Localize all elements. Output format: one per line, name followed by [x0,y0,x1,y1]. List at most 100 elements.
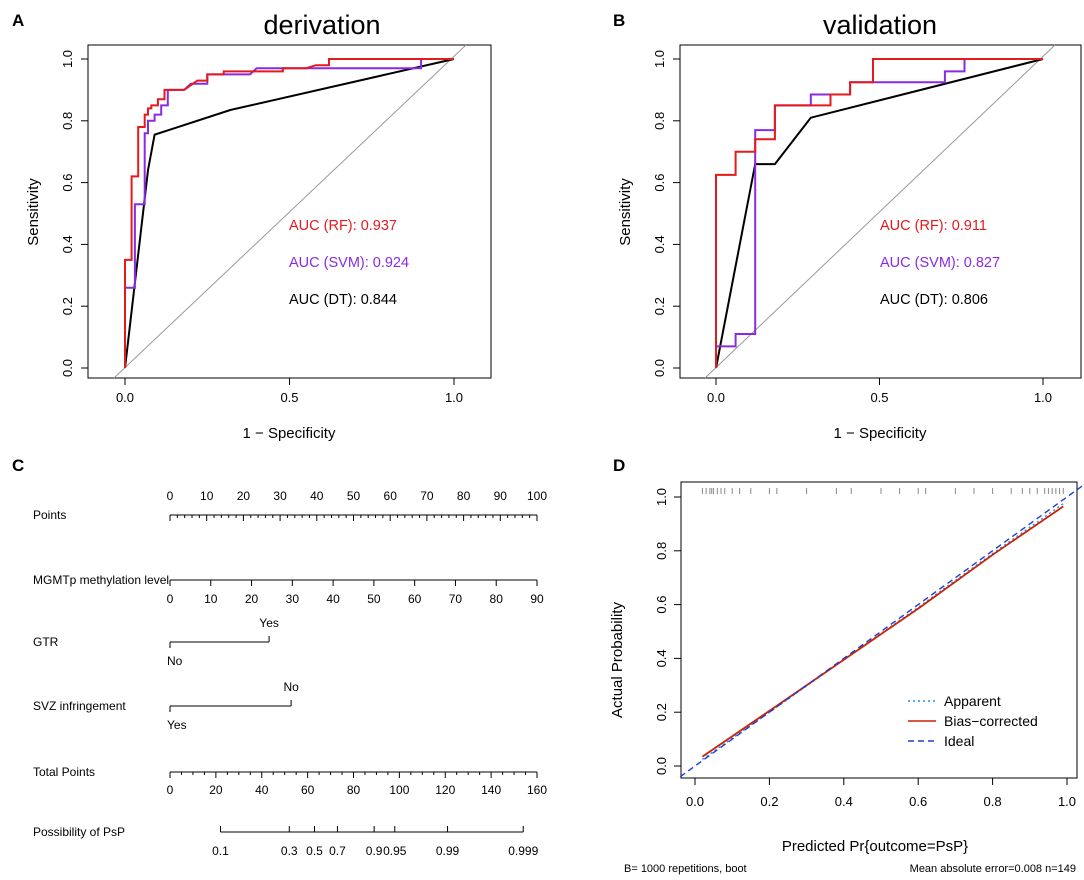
panel-b-y-tick-label: 0.0 [652,359,667,377]
points-axis-label: 80 [457,489,471,503]
panel-b-diagonal-reference-line [704,44,1056,379]
auc-label: AUC (RF): [880,218,948,234]
panel-b-marks [704,44,1056,379]
panel-b: validation 0.0 0.2 0.4 0.6 0.8 1.0 0.0 0.5 1.0 1… [617,10,1082,442]
panel-b-series-svm-line [715,58,1043,368]
panel-a-y-tick-label: 0.0 [60,359,75,377]
points-axis-label: 30 [273,489,287,503]
panel-a-series-rf-line [124,58,454,368]
panel-d-x-tick-label: 1.0 [1058,794,1076,809]
panel-a-y-tick-label: 0.4 [60,235,75,253]
nomogram-axis-name: GTR [33,635,59,649]
panel-a-y-tick-label: 0.6 [60,174,75,192]
mgmtp-axis-label: 60 [408,592,422,606]
panel-a-auc-rf-annotation: AUC (RF): 0.937 [289,218,397,234]
auc-label: AUC (DT): [289,292,357,308]
panel-b-title: validation [823,10,937,40]
calibration-ideal-line [679,485,1083,778]
psp-axis-label: 0.1 [212,844,229,858]
panel-a-x-tick-label: 0.5 [280,390,298,405]
panel-c-axis-names: Points MGMTp methylation level GTR SVZ infr… [33,508,169,839]
panel-label-b: B [613,11,625,30]
points-axis-label: 10 [200,489,214,503]
panel-d-footer-left: B= 1000 repetitions, boot [624,863,747,875]
nomogram-category-label: No [167,654,183,668]
points-axis-label: 50 [347,489,361,503]
panel-a-x-tick-label: 1.0 [445,390,463,405]
total-points-axis-label: 80 [347,783,361,797]
panel-label-a: A [12,11,24,30]
auc-value: 0.937 [357,218,397,234]
total-points-axis-label: 40 [255,783,269,797]
panel-a-marks [113,44,467,379]
nomogram-category-label: No [283,680,299,694]
mgmtp-axis-label: 90 [530,592,544,606]
nomogram-category-label: Yes [167,718,187,732]
total-points-axis-label: 0 [167,783,174,797]
panel-b-y-tick-label: 0.8 [652,112,667,130]
panel-b-y-tick-label: 0.6 [652,174,667,192]
panel-d-ylabel: Actual Probability [609,602,626,718]
mgmtp-axis-label: 10 [204,592,218,606]
panel-d: 0.0 0.2 0.4 0.6 0.8 1.0 0.0 0.2 0.4 0.6 0.8 1.0 Pre… [609,481,1083,875]
psp-axis-label: 0.3 [281,844,298,858]
nomogram-category-label: Yes [259,616,279,630]
nomogram-axis-name: Possibility of PsP [33,825,125,839]
points-axis-label: 70 [420,489,434,503]
panel-b-auc-dt-annotation: AUC (DT): 0.806 [880,292,988,308]
total-points-axis-label: 60 [301,783,315,797]
points-axis-label: 100 [527,489,547,503]
nomogram-axis-name: Points [33,508,66,522]
panel-a-auc-svm-annotation: AUC (SVM): 0.924 [289,255,409,271]
auc-value: 0.827 [960,255,1000,271]
panel-a-annotations: AUC (RF): 0.937 AUC (SVM): 0.924 AUC (DT):… [289,218,409,308]
panel-b-auc-svm-annotation: AUC (SVM): 0.827 [880,255,1000,271]
panel-b-x-tick-label: 0.0 [707,390,725,405]
panel-d-y-tick-label: 0.6 [654,596,669,614]
points-axis-label: 20 [237,489,251,503]
panel-b-annotations: AUC (RF): 0.911 AUC (SVM): 0.827 AUC (DT):… [880,218,1000,308]
panel-d-y-tick-label: 0.2 [654,703,669,721]
panel-a-x-tick-label: 0.0 [116,390,134,405]
panel-b-ylabel: Sensitivity [617,178,634,246]
panel-b-y-tick-label: 0.2 [652,297,667,315]
auc-label: AUC (DT): [880,292,948,308]
points-axis-label: 90 [494,489,508,503]
calibration-bias-corrected-line [701,505,1064,758]
panel-a-series-dt-line [124,58,455,369]
psp-axis-label: 0.7 [329,844,346,858]
panel-d-x-tick-label: 0.8 [984,794,1002,809]
mgmtp-axis-label: 0 [167,592,174,606]
legend-label: Ideal [944,733,974,749]
total-points-axis-label: 140 [481,783,501,797]
calibration-apparent-line [701,503,1064,760]
panel-a-title: derivation [263,10,380,40]
panel-d-legend: Apparent Bias−corrected Ideal [908,693,1038,749]
psp-axis-label: 0.5 [306,844,323,858]
legend-label: Bias−corrected [944,713,1038,729]
panel-d-y-tick-label: 0.0 [654,757,669,775]
auc-value: 0.924 [369,255,409,271]
auc-label: AUC (SVM): [880,255,960,271]
panel-d-y-tick-label: 1.0 [654,488,669,506]
auc-label: AUC (SVM): [289,255,369,271]
panel-label-c: C [12,456,24,475]
panel-a-auc-dt-annotation: AUC (DT): 0.844 [289,292,397,308]
panel-a-diagonal-reference-line [113,44,467,379]
panel-d-y-tick-label: 0.4 [654,649,669,667]
psp-axis-label: 0.999 [508,844,538,858]
panel-a-y-tick-label: 0.8 [60,112,75,130]
auc-label: AUC (RF): [289,218,357,234]
panel-d-x-tick-label: 0.0 [686,794,704,809]
panel-d-x-tick-label: 0.4 [835,794,853,809]
panel-a-y-tick-label: 1.0 [60,50,75,68]
psp-axis-label: 0.99 [436,844,460,858]
panel-d-marks [679,485,1083,778]
panel-c-axes: 0 10 20 30 40 50 60 70 80 90 100 0 10 20 30 40 50 60 70 80 9… [167,489,548,858]
panel-b-series-rf-line [715,58,1043,368]
points-axis-label: 40 [310,489,324,503]
panel-b-x-tick-label: 1.0 [1034,390,1052,405]
panel-d-x-tick-label: 0.2 [760,794,778,809]
panel-b-y-tick-label: 1.0 [652,50,667,68]
